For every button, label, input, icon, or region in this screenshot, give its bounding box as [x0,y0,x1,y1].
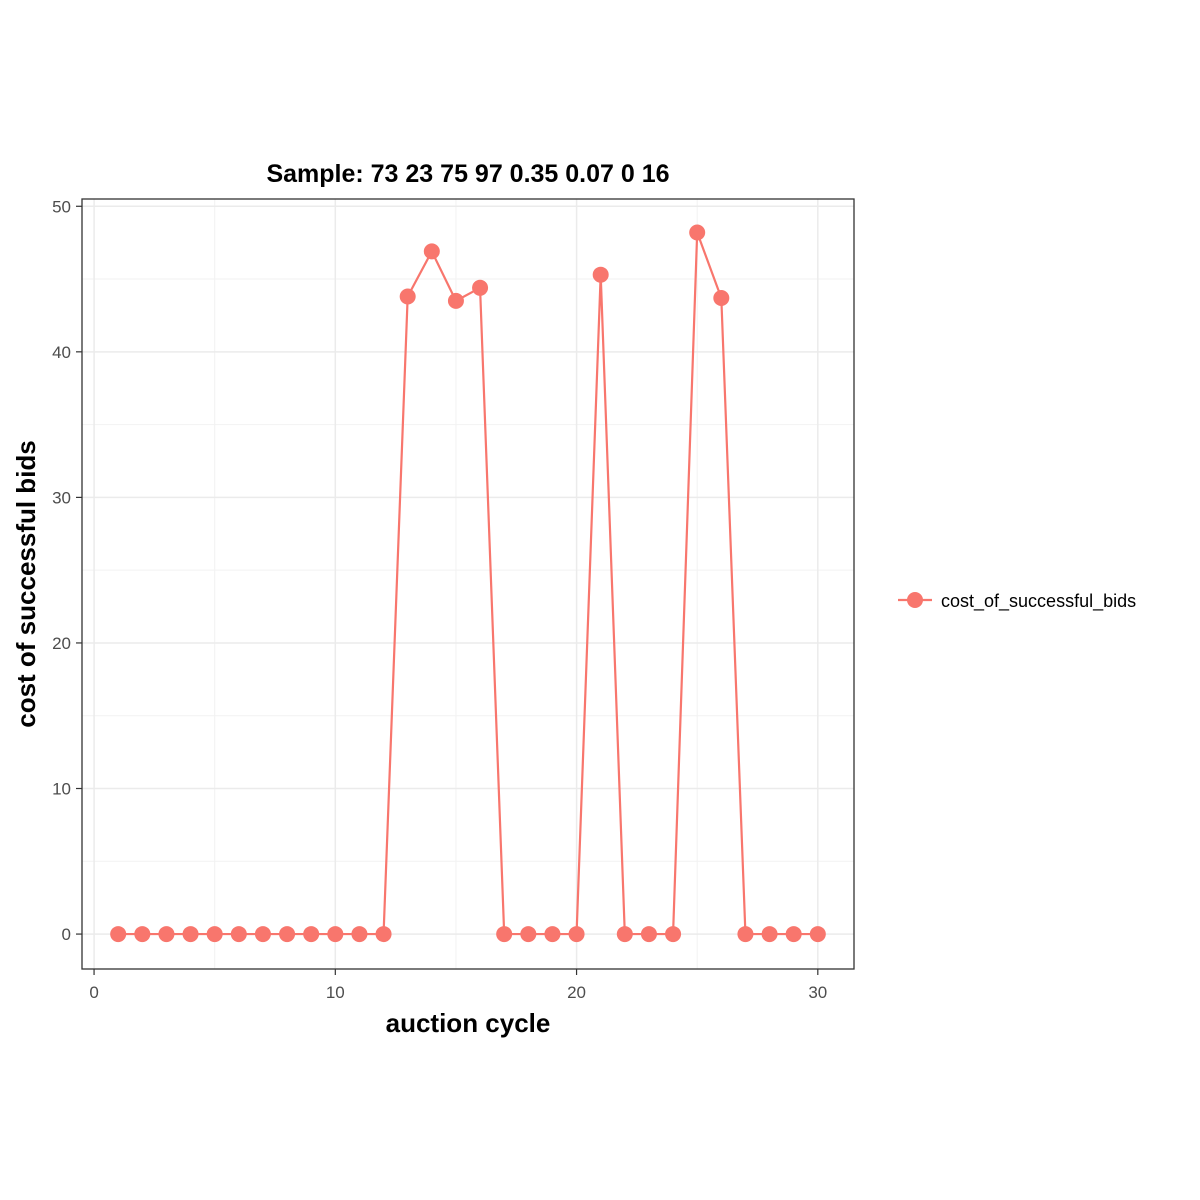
series-layer [110,224,826,943]
legend-key-point [907,592,923,608]
y-tick-label: 10 [52,780,71,799]
y-tick-label: 30 [52,488,71,507]
data-point [809,926,826,943]
data-point [640,926,657,943]
y-tick-label: 20 [52,634,71,653]
data-point [544,926,561,943]
data-point [713,289,730,306]
data-point [399,288,416,305]
data-point [303,926,320,943]
panel-background [82,199,854,969]
data-point [447,292,464,309]
legend-label: cost_of_successful_bids [941,591,1136,612]
gridlines [82,199,854,969]
data-point [134,926,151,943]
data-point [472,279,489,296]
data-point [592,266,609,283]
chart-title: Sample: 73 23 75 97 0.35 0.07 0 16 [266,160,669,188]
legend: cost_of_successful_bids [898,591,1136,612]
x-axis-title: auction cycle [386,1008,551,1038]
data-point [110,926,127,943]
x-axis: 0 10 20 30 [89,969,827,1002]
x-tick-label: 0 [89,983,98,1002]
data-point [206,926,223,943]
x-tick-label: 20 [567,983,586,1002]
data-point [279,926,296,943]
data-point [375,926,392,943]
data-point [616,926,633,943]
data-point [182,926,199,943]
data-point [423,243,440,260]
data-point [327,926,344,943]
data-point [254,926,271,943]
y-axis-title: cost of successful bids [11,440,41,728]
data-point [689,224,706,241]
y-axis: 0 10 20 30 40 50 [52,197,82,944]
y-tick-label: 40 [52,343,71,362]
data-point [665,926,682,943]
data-point [737,926,754,943]
data-point [351,926,368,943]
data-point [568,926,585,943]
data-point [785,926,802,943]
data-point [761,926,778,943]
data-point [230,926,247,943]
data-point [496,926,513,943]
data-point [520,926,537,943]
panel-border [81,198,855,970]
y-tick-label: 50 [52,197,71,216]
x-tick-label: 30 [808,983,827,1002]
x-tick-label: 10 [326,983,345,1002]
data-point [158,926,175,943]
y-tick-label: 0 [62,925,71,944]
